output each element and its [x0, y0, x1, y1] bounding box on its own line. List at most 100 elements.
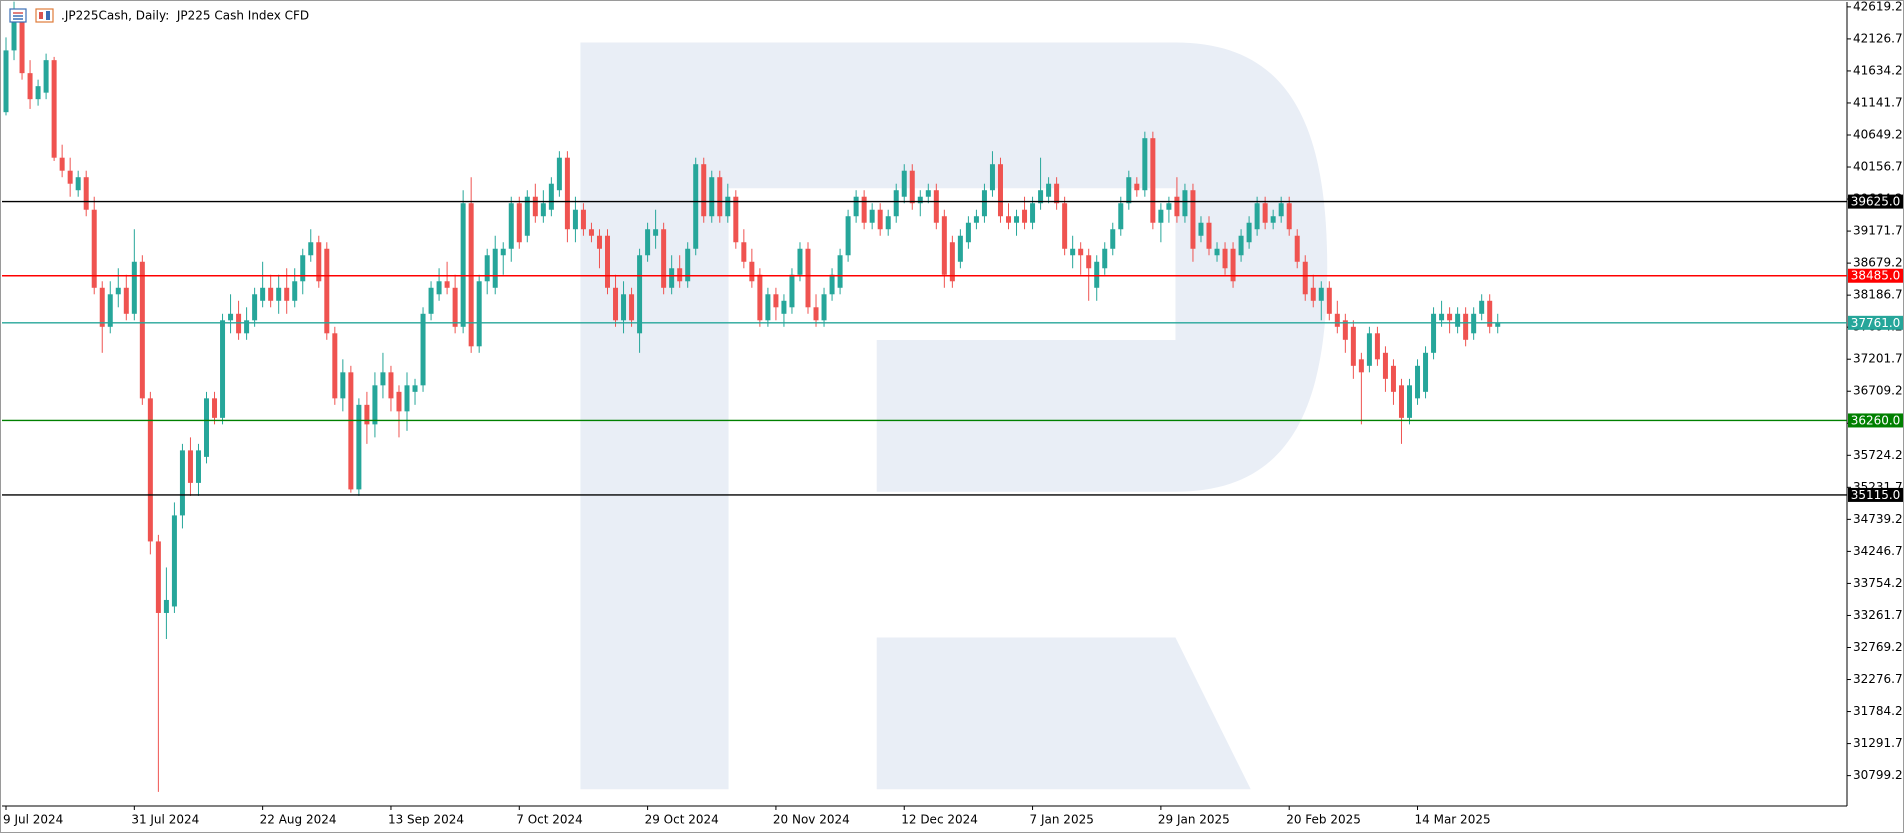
candle-body: [821, 294, 827, 321]
candle-body: [292, 281, 298, 301]
y-tick-label: 36709.2: [1853, 384, 1903, 398]
candle-body: [885, 216, 891, 230]
candle-body: [1094, 261, 1100, 288]
candle-body: [500, 248, 506, 256]
candle-body: [11, 21, 17, 51]
candle-body: [853, 196, 859, 217]
candle-body: [204, 398, 209, 457]
y-tick-label: 31784.2: [1853, 704, 1903, 718]
chart-title: .JP225Cash, Daily: JP225 Cash Index CFD: [61, 9, 309, 23]
candle-body: [252, 294, 258, 321]
candle-body: [773, 294, 779, 308]
candle-body: [949, 242, 955, 282]
candle-body: [1495, 322, 1501, 327]
candle-body: [685, 248, 691, 282]
y-tick-label: 38679.2: [1853, 256, 1903, 270]
candle-body: [428, 287, 434, 314]
candle-body: [444, 281, 450, 288]
candle-body: [1190, 190, 1196, 249]
candle-body: [59, 157, 65, 171]
watermark: [580, 42, 1328, 790]
candle-body: [1415, 365, 1421, 399]
candle-body: [1006, 216, 1011, 223]
candle-body: [1014, 216, 1020, 223]
candle-body: [316, 242, 322, 282]
candle-body: [396, 391, 402, 412]
candle-body: [917, 196, 923, 204]
candle-body: [1455, 313, 1461, 327]
candle-body: [83, 177, 89, 210]
candle-body: [324, 248, 330, 334]
candle-body: [123, 287, 129, 314]
candle-body: [548, 183, 554, 210]
candle-body: [1070, 248, 1076, 256]
candle-body: [244, 320, 250, 334]
x-tick-label: 29 Jan 2025: [1158, 813, 1230, 827]
candle-body: [564, 157, 570, 230]
level-price-box: [1848, 268, 1903, 283]
level-price-label: 38485.0: [1851, 269, 1901, 283]
candle-body: [372, 385, 378, 425]
candle-body: [260, 287, 266, 301]
candle-body: [1286, 203, 1292, 230]
candle-body: [717, 177, 723, 217]
level-price-label: 35115.0: [1851, 488, 1901, 502]
candle-body: [532, 196, 538, 217]
candle-body: [1110, 229, 1116, 249]
candle-body: [1222, 248, 1228, 269]
candle-body: [91, 209, 97, 288]
candle-body: [572, 209, 578, 230]
candle-body: [1439, 313, 1445, 321]
candle-body: [805, 248, 811, 308]
candle-body: [99, 287, 105, 327]
candle-body: [35, 86, 41, 100]
candle-body: [1431, 313, 1437, 353]
candle-body: [1294, 235, 1300, 262]
candle-body: [1310, 287, 1316, 301]
candle-body: [645, 229, 651, 256]
y-tick-label: 37201.7: [1853, 352, 1903, 366]
candle-body: [284, 287, 290, 301]
candle-body: [588, 229, 594, 236]
candle-body: [1254, 203, 1260, 230]
candle-body: [115, 287, 121, 295]
candle-body: [300, 255, 306, 282]
candle-body: [1022, 209, 1028, 223]
candle-body: [621, 294, 627, 321]
candle-body: [933, 190, 939, 223]
level-price-box: [1848, 487, 1903, 502]
candle-body: [1479, 300, 1485, 314]
candle-body: [268, 287, 274, 301]
candle-body: [613, 287, 619, 321]
candle-body: [837, 255, 843, 288]
candle-body: [861, 196, 867, 223]
y-tick-label: 38186.7: [1853, 288, 1903, 302]
candle-body: [1447, 313, 1453, 321]
plot-area: [3, 1, 1501, 792]
level-price-box: [1848, 194, 1903, 209]
candle-body: [909, 170, 915, 204]
candle-body: [460, 203, 466, 327]
candle-body: [1334, 313, 1340, 327]
candle-body: [1358, 359, 1364, 373]
y-tick-label: 42619.2: [1853, 0, 1903, 13]
x-tick-label: 20 Feb 2025: [1286, 813, 1361, 827]
candle-body: [965, 222, 971, 243]
y-tick-label: 41141.7: [1853, 95, 1903, 109]
candle-body: [212, 398, 218, 418]
candle-body: [484, 255, 490, 282]
candle-body: [1238, 235, 1244, 256]
candle-body: [107, 294, 113, 327]
x-tick-label: 22 Aug 2024: [260, 813, 337, 827]
candle-body: [308, 242, 314, 256]
candle-body: [1390, 365, 1396, 392]
y-tick-label: 31291.7: [1853, 736, 1903, 750]
candle-body: [925, 190, 931, 197]
x-tick-label: 7 Oct 2024: [516, 813, 583, 827]
x-tick-label: 12 Dec 2024: [901, 813, 978, 827]
candle-body: [1062, 203, 1068, 249]
y-tick-label: 32276.7: [1853, 672, 1903, 686]
candle-body: [877, 209, 883, 230]
candle-body: [1398, 385, 1404, 418]
candle-body: [476, 281, 482, 347]
